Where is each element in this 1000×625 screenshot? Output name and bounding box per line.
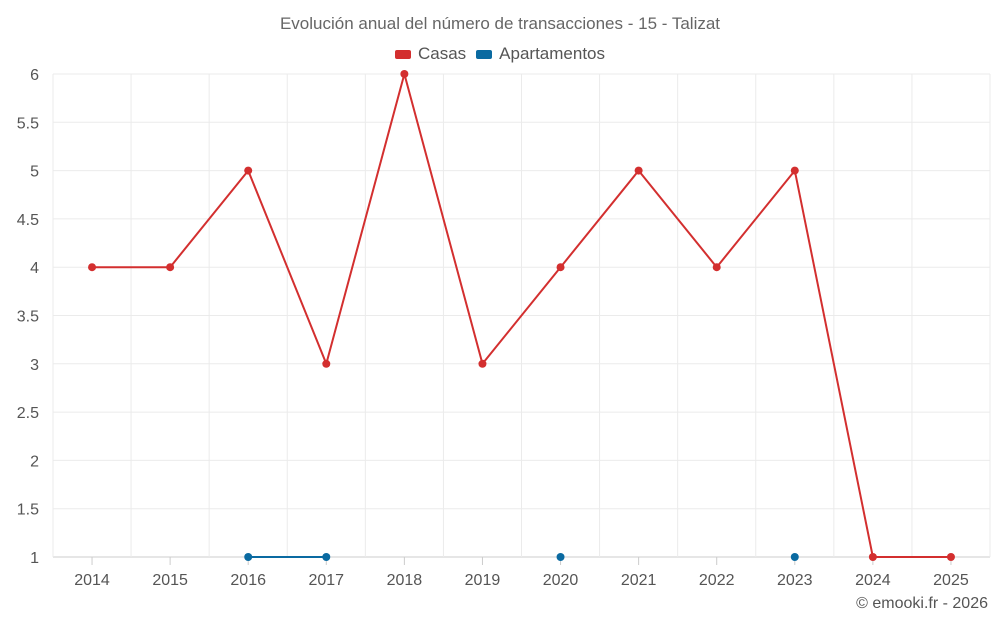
x-tick-label: 2020 bbox=[543, 572, 579, 589]
x-tick-label: 2017 bbox=[308, 572, 344, 589]
series-casas bbox=[88, 70, 955, 561]
y-tick-label: 3.5 bbox=[17, 309, 39, 326]
y-tick-label: 5.5 bbox=[17, 115, 39, 132]
x-tick-label: 2019 bbox=[465, 572, 501, 589]
x-tick-label: 2023 bbox=[777, 572, 813, 589]
data-point-apartamentos[interactable] bbox=[556, 553, 565, 561]
x-tick-label: 2022 bbox=[699, 572, 735, 589]
data-point-casas[interactable] bbox=[244, 166, 253, 175]
series-line-casas bbox=[92, 73, 951, 558]
data-point-casas[interactable] bbox=[790, 166, 799, 175]
data-point-casas[interactable] bbox=[478, 359, 487, 368]
series-apartamentos bbox=[244, 553, 799, 561]
x-tick-label: 2014 bbox=[74, 572, 110, 589]
y-tick-label: 2.5 bbox=[17, 405, 39, 422]
data-point-casas[interactable] bbox=[712, 263, 721, 272]
legend-label-apartamentos: Apartamentos bbox=[499, 44, 606, 63]
y-tick-label: 5 bbox=[30, 164, 39, 181]
legend-item-apartamentos[interactable]: Apartamentos bbox=[476, 44, 605, 64]
legend: Casas Apartamentos bbox=[0, 44, 1000, 64]
y-tick-label: 2 bbox=[30, 453, 39, 470]
data-point-casas[interactable] bbox=[88, 263, 97, 272]
data-point-casas[interactable] bbox=[322, 359, 331, 368]
axes: 1 1.5 2 2.5 3 3.5 4 4.5 5 5.5 6 2014 2015 2016 2017 201… bbox=[17, 67, 969, 589]
y-tick-label: 6 bbox=[30, 67, 39, 84]
legend-swatch-apartamentos bbox=[476, 49, 493, 59]
chart-title: Evolución anual del número de transaccio… bbox=[279, 14, 721, 33]
y-tick-label: 1 bbox=[30, 550, 39, 567]
data-point-apartamentos[interactable] bbox=[790, 553, 799, 561]
y-tick-label: 1.5 bbox=[17, 502, 39, 519]
x-tick-label: 2025 bbox=[933, 572, 969, 589]
x-tick-label: 2015 bbox=[152, 572, 188, 589]
x-tick-label: 2016 bbox=[230, 572, 266, 589]
x-tick-label: 2024 bbox=[855, 572, 891, 589]
x-tick-label: 2018 bbox=[387, 572, 423, 589]
data-point-casas[interactable] bbox=[634, 166, 643, 175]
y-tick-label: 4.5 bbox=[17, 212, 39, 229]
credit-text: © emooki.fr - 2026 bbox=[856, 595, 988, 612]
data-point-casas[interactable] bbox=[166, 263, 175, 272]
data-point-casas[interactable] bbox=[556, 263, 565, 272]
data-point-casas[interactable] bbox=[946, 553, 955, 561]
legend-label-casas: Casas bbox=[417, 44, 467, 63]
legend-item-casas[interactable]: Casas bbox=[394, 44, 467, 64]
data-point-apartamentos[interactable] bbox=[244, 553, 253, 561]
data-point-casas[interactable] bbox=[400, 70, 409, 78]
data-point-casas[interactable] bbox=[868, 553, 877, 561]
y-tick-label: 4 bbox=[30, 260, 39, 277]
y-tick-label: 3 bbox=[30, 357, 39, 374]
data-point-apartamentos[interactable] bbox=[322, 553, 331, 561]
x-tick-label: 2021 bbox=[621, 572, 657, 589]
legend-swatch-casas bbox=[394, 49, 411, 59]
series bbox=[88, 70, 955, 561]
